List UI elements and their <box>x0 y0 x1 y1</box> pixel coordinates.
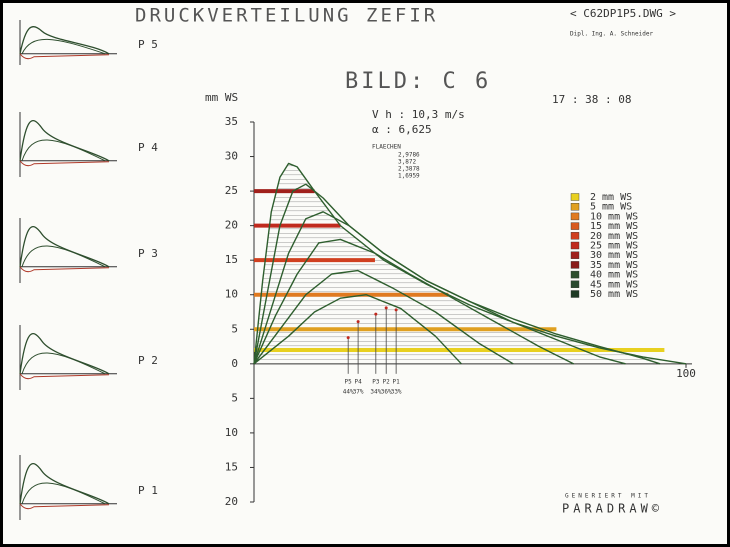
thumb-label: P 3 <box>138 247 158 260</box>
sensor-label: P3 <box>372 378 380 385</box>
thumb-label: P 2 <box>138 354 158 367</box>
thumb-curve <box>19 373 110 380</box>
thumb-label: P 4 <box>138 141 158 154</box>
sensor-percent: 34% <box>370 388 381 395</box>
sensor-tip <box>356 320 360 324</box>
legend-label: 20 mm WS <box>590 231 638 242</box>
legend-label: 2 mm WS <box>590 192 632 203</box>
thumb-curve <box>19 53 110 60</box>
y-tick-label: 5 <box>231 391 238 404</box>
sensor-label: P4 <box>354 378 362 385</box>
thumb-curve <box>19 462 110 505</box>
legend-label: 45 mm WS <box>590 279 638 290</box>
sensor-percent: 44% <box>343 388 354 395</box>
title: DRUCKVERTEILUNG ZEFIR <box>135 5 438 27</box>
author: Dipl. Ing. A. Schneider <box>570 31 653 38</box>
area-value: 2,9786 <box>398 152 420 159</box>
sensor-percent: 37% <box>353 388 364 395</box>
y-tick-label: 10 <box>225 288 238 301</box>
thumb-curve <box>19 160 110 167</box>
y-tick-label: 0 <box>231 357 238 370</box>
legend-label: 5 mm WS <box>590 202 632 213</box>
y-tick-label: 10 <box>225 426 238 439</box>
thumb-curve <box>21 139 106 162</box>
y-tick-label: 20 <box>225 495 238 508</box>
pressure-curve <box>253 269 514 365</box>
sensor-tip <box>374 312 378 316</box>
legend-label: 15 mm WS <box>590 221 638 232</box>
area-value: 2,3878 <box>398 166 420 173</box>
legend-swatch <box>570 222 580 230</box>
time: 17 : 38 : 08 <box>552 93 631 106</box>
legend-swatch <box>570 212 580 221</box>
pressure-curve <box>253 162 687 365</box>
legend-label: 35 mm WS <box>590 260 638 271</box>
legend-swatch <box>570 261 580 269</box>
file-name: < C62DP1P5.DWG > <box>570 7 676 20</box>
x-tick-label: 100 <box>676 367 696 380</box>
sensor-label: P2 <box>383 378 391 385</box>
thumb-curve <box>19 332 110 375</box>
legend-label: 25 mm WS <box>590 241 638 252</box>
thumb-curve <box>19 266 110 273</box>
thumb-curve <box>21 245 106 268</box>
pressure-curve <box>253 238 574 365</box>
y-tick-label: 35 <box>225 115 238 128</box>
sensor-label: P1 <box>393 378 401 385</box>
speed: V h : 10,3 m/s <box>372 108 465 121</box>
sensor-label: P5 <box>345 378 353 385</box>
thumb-curve <box>19 225 110 268</box>
thumbnails: P 5 P 4 P 3 P 2 P 1 <box>19 20 158 520</box>
legend-label: 40 mm WS <box>590 270 638 281</box>
thumb-label: P 5 <box>138 38 158 51</box>
legend-swatch <box>570 270 580 279</box>
thumb-curve <box>21 38 106 55</box>
sensor-tip <box>384 306 388 310</box>
area-value: 3,872 <box>398 159 416 166</box>
generated: GENERIERT MIT <box>565 493 651 500</box>
legend-label: 30 mm WS <box>590 250 638 261</box>
sensor-tip <box>346 336 350 340</box>
sensor-percent: 36% <box>381 388 392 395</box>
thumb-label: P 1 <box>138 484 158 497</box>
thumb-curve <box>19 503 110 510</box>
legend-swatch <box>570 202 580 211</box>
areas-title: FLAECHEN <box>372 144 401 151</box>
brand: PARADRAW© <box>562 502 663 516</box>
y-tick-label: 15 <box>225 253 238 266</box>
legend-label: 10 mm WS <box>590 211 638 222</box>
thumb-curve <box>21 352 106 375</box>
y-axis-label: mm WS <box>205 91 238 104</box>
thumb-curve <box>21 482 106 505</box>
y-tick-label: 30 <box>225 150 238 163</box>
pressure-curve <box>253 294 462 365</box>
legend-swatch <box>570 290 580 298</box>
y-tick-label: 25 <box>225 184 238 197</box>
legend-swatch <box>570 251 580 259</box>
legend-swatch <box>570 241 580 250</box>
y-tick-label: 15 <box>225 460 238 473</box>
pressure-curve <box>253 211 626 365</box>
sensor-percent: 33% <box>391 388 402 395</box>
area-value: 1,6959 <box>398 173 420 180</box>
thumb-curve <box>19 119 110 162</box>
legend-label: 50 mm WS <box>590 289 638 300</box>
y-tick-label: 20 <box>225 219 238 232</box>
sensor-tip <box>394 308 398 312</box>
y-tick-label: 5 <box>231 322 238 335</box>
legend-swatch <box>570 193 580 201</box>
legend-swatch <box>570 232 580 240</box>
angle: α : 6,625 <box>372 123 432 136</box>
figure-label: BILD: C 6 <box>345 69 491 94</box>
legend-swatch <box>570 280 580 288</box>
thumb-curve <box>19 26 110 55</box>
